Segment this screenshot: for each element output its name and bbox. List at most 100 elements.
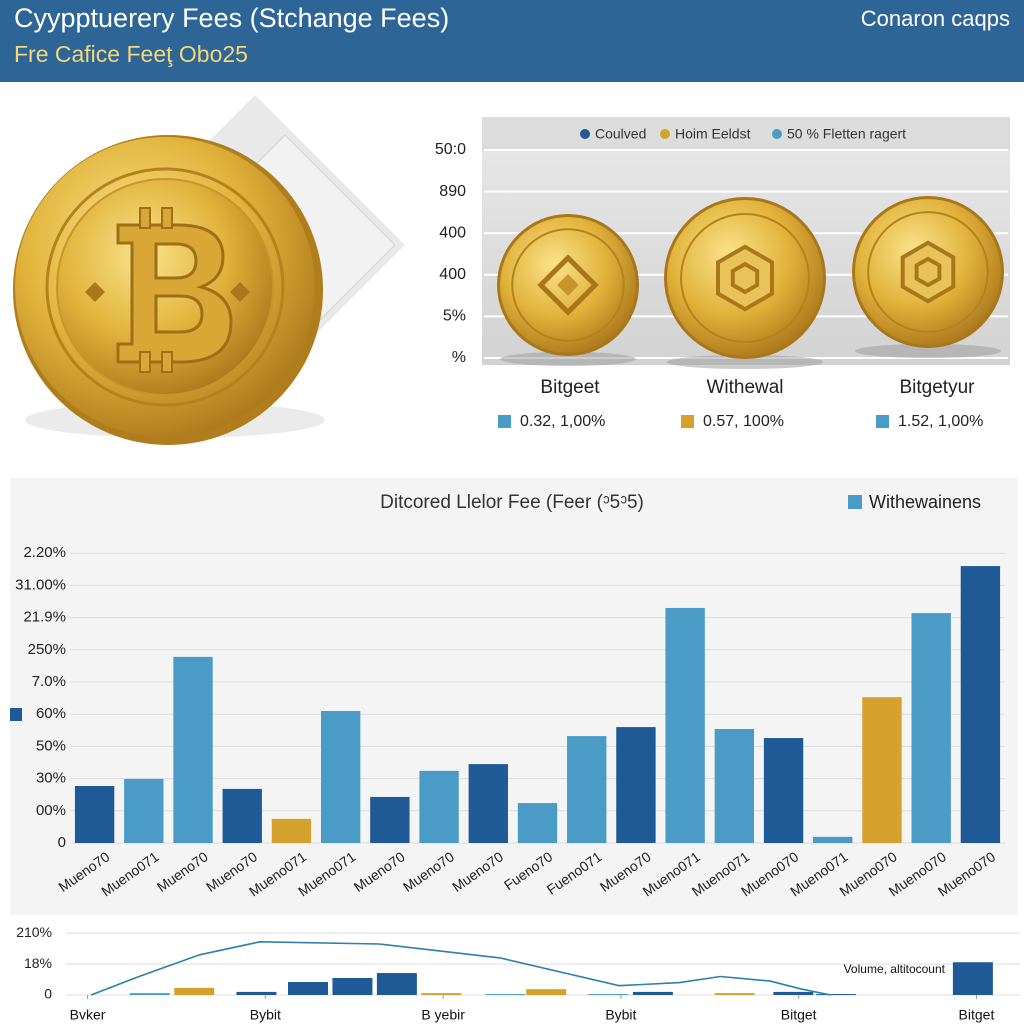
legend-label: Hoim Eeldst	[675, 126, 751, 142]
coin-shadow	[667, 355, 823, 369]
bar	[174, 987, 215, 995]
bar	[763, 738, 804, 843]
x-tick-label: Bybit	[605, 1007, 636, 1023]
bar	[468, 764, 508, 843]
bar	[632, 991, 673, 995]
bar	[616, 727, 656, 843]
bar	[222, 788, 262, 843]
coin-value-swatch	[681, 415, 694, 428]
x-tick-label: B yebir	[421, 1007, 465, 1023]
coin-inner-ring	[511, 228, 625, 342]
bitcoin-illustration	[13, 95, 405, 445]
legend-swatch	[660, 129, 670, 139]
legend-label: Withewainens	[869, 492, 981, 512]
y-tick-label: 2.20%	[23, 544, 66, 561]
legend-swatch	[772, 129, 782, 139]
chart-title: Ditcored Llelor Fee (Feer (ᵓ5ᵓ5)	[380, 492, 644, 513]
y-label: 5%	[443, 308, 466, 325]
main-chart-panel	[10, 478, 1018, 915]
coin-value-swatch	[498, 415, 511, 428]
coin-value: 0.32, 1,00%	[520, 413, 605, 430]
coin-emblem	[730, 261, 760, 295]
coin-shadow	[855, 344, 1001, 358]
legend-swatch	[848, 495, 862, 509]
bar	[173, 656, 213, 843]
y-tick-label: 210%	[16, 924, 52, 940]
bar	[421, 993, 462, 995]
bar	[714, 729, 755, 843]
y-tick-label: 18%	[24, 955, 52, 971]
y-tick-label: 00%	[36, 802, 66, 819]
coin-shadow	[500, 352, 636, 366]
legend-label: 50 % Fletten ragert	[787, 126, 906, 142]
y-tick-label: 0	[58, 834, 66, 851]
y-label: 400	[439, 224, 466, 241]
y-tick-label: 50%	[36, 737, 66, 754]
y-tick-label: 21.9%	[23, 609, 66, 626]
x-tick-label: Bitget	[781, 1007, 817, 1023]
axis-marker	[10, 708, 22, 721]
coin-value-swatch	[876, 415, 889, 428]
coin-inner-ring	[680, 213, 810, 343]
bar	[288, 982, 328, 995]
coin-emblem	[537, 254, 599, 316]
y-label: %	[452, 349, 466, 366]
bar	[567, 736, 607, 843]
coin-value: 0.57, 100%	[703, 413, 784, 430]
y-label: 50:0	[435, 141, 466, 158]
coin-emblem	[716, 244, 774, 312]
x-tick-label: Bybit	[250, 1007, 281, 1023]
bar	[376, 973, 417, 995]
bar	[124, 778, 164, 843]
bar	[714, 993, 755, 995]
bar	[320, 710, 361, 843]
header-band	[0, 0, 1024, 82]
bar	[911, 613, 951, 843]
coin-panel-layer: Coulved Hoim Eeldst 50 % Fletten ragert 50:…	[435, 126, 1008, 430]
coin-inner-ring	[867, 211, 989, 333]
y-tick-label: 7.0%	[32, 673, 66, 690]
coin-panel-legend-band	[482, 117, 1010, 151]
x-tick-label: Bvker	[70, 1007, 106, 1023]
coin-value: 1.52, 1,00%	[898, 413, 983, 430]
bar	[813, 836, 853, 843]
bar	[952, 962, 993, 995]
y-label: 400	[439, 266, 466, 283]
header-title: Cyypptuerery Fees (Stchange Fees)	[14, 3, 449, 33]
bar	[236, 991, 277, 995]
coin-name: Bitgetyur	[900, 377, 976, 398]
y-tick-label: 60%	[36, 705, 66, 722]
bar	[862, 697, 902, 843]
line-series	[90, 940, 831, 996]
coin-emblem	[900, 240, 956, 304]
bar	[588, 994, 629, 996]
annotation: Volume, altitocount	[844, 962, 946, 976]
header-subtitle: Fre Cafice Feeţ Obo25	[14, 41, 248, 67]
bar	[419, 770, 459, 843]
bar	[816, 994, 856, 996]
x-tick-label: Bitget	[959, 1007, 995, 1023]
legend-label: Coulved	[595, 126, 646, 142]
y-tick-label: 0	[44, 986, 52, 1002]
bar	[485, 994, 526, 996]
y-tick-label: 250%	[28, 641, 66, 658]
bar	[271, 818, 312, 843]
bar	[370, 796, 410, 843]
bottom-chart: 0 18% 210% Bvker Bybit B yebir Bybit Bitget Bitg…	[16, 924, 1020, 1023]
bar	[517, 803, 558, 843]
legend-swatch	[580, 129, 590, 139]
bar	[74, 786, 115, 843]
bar	[773, 991, 814, 995]
y-tick-label: 30%	[36, 770, 66, 787]
coin-emblem	[914, 256, 942, 288]
bar	[526, 989, 567, 995]
bar	[129, 993, 170, 995]
main-chart: Ditcored Llelor Fee (Feer (ᵓ5ᵓ5) Withewai…	[10, 492, 1005, 899]
bar	[960, 566, 1001, 843]
y-label: 890	[439, 183, 466, 200]
coin-name: Withewal	[706, 377, 783, 398]
header-right-text: Conaron caqps	[861, 6, 1010, 31]
bar	[665, 607, 705, 843]
